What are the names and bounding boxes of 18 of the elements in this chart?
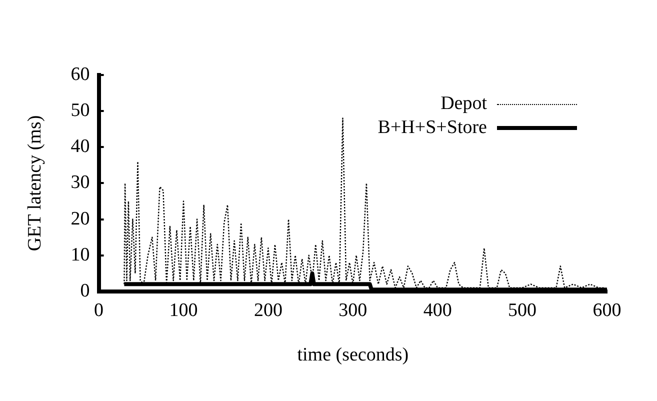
y-tick-label: 60 [70, 64, 90, 85]
y-tick-label: 50 [70, 100, 90, 122]
x-tick-label: 300 [338, 300, 368, 321]
x-tick-label: 600 [592, 300, 622, 321]
y-axis-title: GET latency (ms) [24, 115, 46, 252]
y-tick-label: 40 [70, 136, 90, 158]
x-tick-label: 100 [169, 300, 198, 321]
x-axis-title: time (seconds) [297, 344, 409, 366]
legend-label: B+H+S+Store [378, 117, 487, 139]
y-tick-label: 20 [70, 208, 90, 230]
x-tick-label: 400 [423, 300, 452, 321]
y-tick-label: 30 [70, 172, 90, 194]
legend-label: Depot [440, 93, 487, 115]
y-tick-label: 0 [80, 280, 90, 302]
x-tick-label: 200 [254, 300, 282, 321]
x-tick-label: 0 [94, 300, 104, 321]
y-tick-label: 10 [70, 244, 90, 266]
x-tick-label: 500 [508, 300, 537, 321]
